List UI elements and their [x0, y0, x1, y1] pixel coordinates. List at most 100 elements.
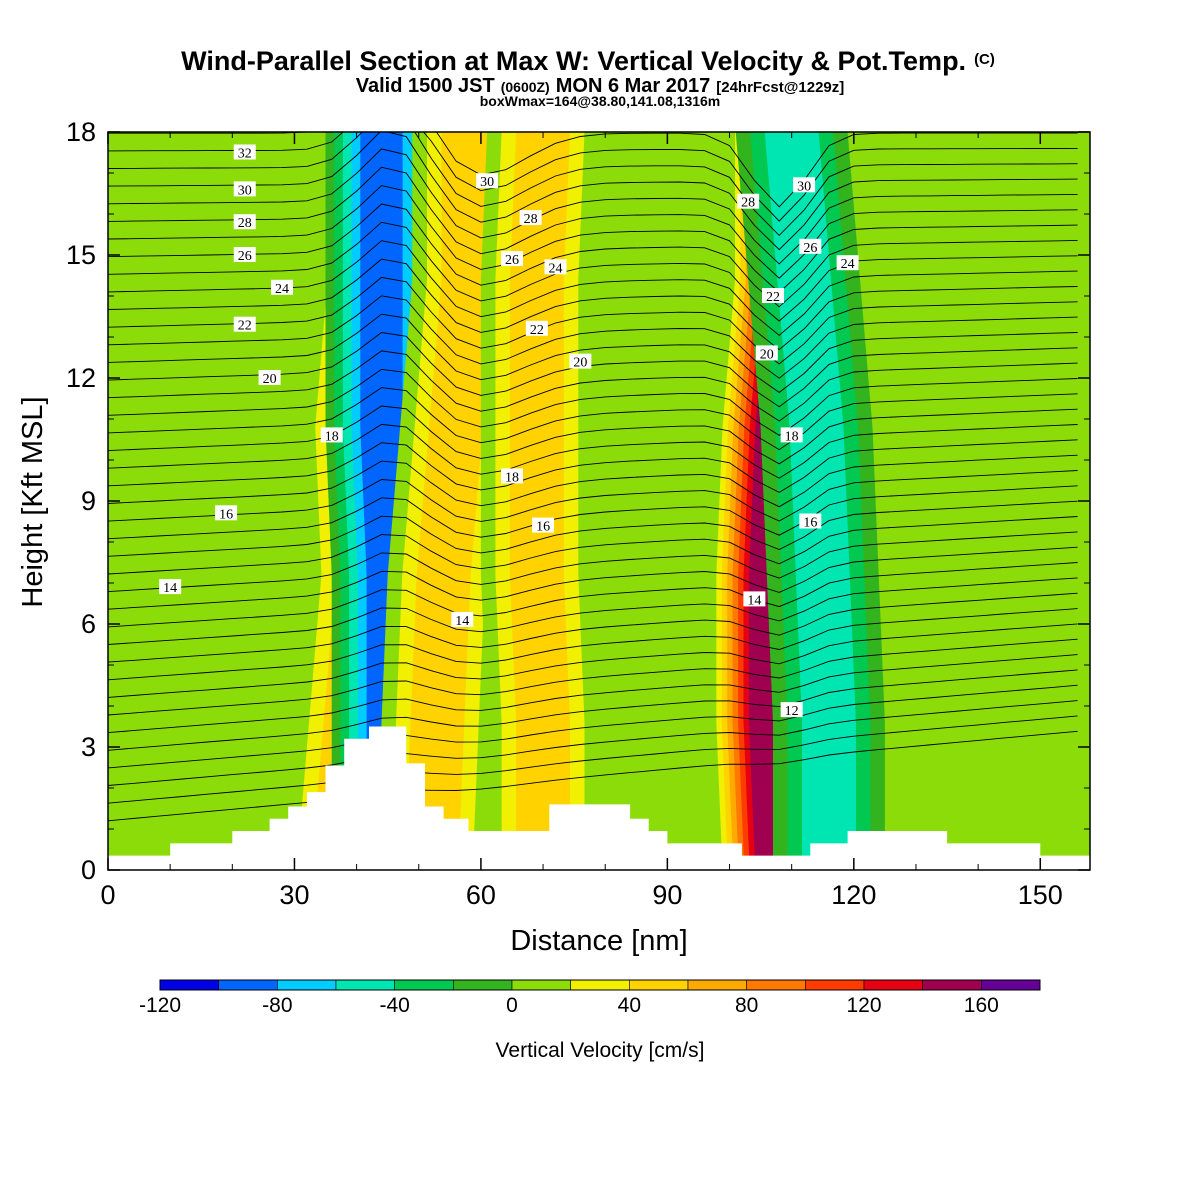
contour-label-14: 14 [451, 611, 474, 629]
contour-label-text: 18 [325, 429, 339, 444]
contour-label-text: 16 [219, 507, 233, 522]
theta-contour-line [108, 132, 1078, 222]
w-band-6-level-60 [509, 132, 570, 870]
contour-label-22: 22 [233, 316, 256, 334]
contour-label-18: 18 [320, 427, 343, 444]
theta-contour-line [108, 531, 1078, 593]
theta-contour-line [108, 715, 1078, 804]
x-axis: 0 30 60 90 120 150 [100, 132, 1063, 910]
theta-contour-line [108, 350, 1078, 422]
contour-label-text: 22 [766, 290, 780, 305]
y-axis-label: Height [Kft MSL] [17, 396, 49, 607]
contour-label-30: 30 [793, 177, 816, 194]
subtitle-date: MON 6 Mar 2017 [556, 75, 711, 97]
colorbar-swatch [218, 979, 278, 991]
theta-contour-line [108, 132, 1078, 251]
theta-contour-line [108, 577, 1078, 645]
colorbar-swatch [805, 979, 865, 991]
colorbar-tick-label: -40 [379, 994, 409, 1017]
contour-label-30: 30 [233, 181, 256, 198]
y-tick-label: 3 [81, 732, 96, 762]
contour-label-20: 20 [755, 345, 778, 362]
theta-contour-line [108, 185, 1078, 294]
theta-contour-labels: 32 30 28 26 24 22 20 18 16 14 30 28 26 24 22 20 18 16 14 28… [159, 144, 859, 719]
contour-label-text: 18 [785, 429, 799, 444]
y-axis: 0 3 6 9 12 15 18 [66, 117, 1090, 885]
colorbar-swatch [453, 979, 513, 991]
theta-contour-line [108, 203, 1078, 308]
colorbar-tick-label: 0 [506, 994, 518, 1017]
w-band-5-level-60 [404, 132, 496, 870]
colorbar-swatch [746, 979, 806, 991]
w-bands [207, 132, 885, 870]
contour-label-text: 30 [480, 175, 494, 190]
contour-label-16: 16 [532, 517, 555, 535]
chart-subtitle: Valid 1500 JST (0600Z) MON 6 Mar 2017 [24hr… [356, 75, 845, 97]
colorbar-swatch [922, 979, 982, 991]
subtitle-valid: Valid 1500 JST [356, 75, 495, 97]
contour-label-26: 26 [233, 247, 256, 264]
contour-label-text: 18 [505, 470, 519, 485]
theta-contour-line [108, 700, 1078, 786]
contour-label-text: 24 [275, 282, 289, 297]
colorbar-swatch [277, 979, 337, 991]
contour-label-14: 14 [159, 579, 182, 596]
theta-contour-line [108, 313, 1078, 393]
x-tick-label: 150 [1018, 880, 1063, 910]
contour-label-18: 18 [780, 427, 803, 444]
contour-label-text: 26 [803, 241, 817, 256]
theta-contour-line [108, 516, 1078, 575]
contour-label-text: 22 [238, 319, 252, 334]
contour-label-text: 30 [797, 179, 811, 194]
theta-contour-line [108, 148, 1078, 265]
theta-contour-line [108, 485, 1078, 540]
theta-contour-line [108, 387, 1078, 451]
contour-label-text: 28 [524, 212, 538, 227]
contour-label-22: 22 [525, 320, 548, 338]
contour-label-16: 16 [799, 513, 822, 531]
theta-contour-line [108, 454, 1078, 508]
contour-label-30: 30 [476, 173, 499, 190]
x-tick-label: 0 [100, 880, 115, 910]
chart-title: Wind-Parallel Section at Max W: Vertical… [181, 46, 995, 76]
terrain [108, 726, 1090, 870]
colorbar-tick-label: 80 [735, 994, 758, 1017]
contour-label-20: 20 [258, 370, 281, 387]
theta-contour-line [108, 132, 1078, 237]
contour-label-28: 28 [233, 214, 256, 231]
contour-label-text: 16 [536, 520, 550, 535]
theta-contour-line [108, 439, 1078, 493]
colorbar-swatch [335, 979, 395, 991]
colorbar-tick-label: 120 [846, 994, 881, 1017]
colorbar-swatch [570, 979, 630, 991]
colorbar-tick-label: 160 [964, 994, 999, 1017]
theta-contour-line [108, 684, 1078, 769]
theta-contour-line [108, 669, 1078, 751]
contour-label-32: 32 [233, 144, 256, 162]
contour-label-14: 14 [743, 591, 766, 608]
theta-contour-line [108, 258, 1078, 351]
contour-label-26: 26 [799, 238, 822, 256]
colorbar-tick-label: -120 [139, 994, 181, 1017]
theta-contour-line [108, 368, 1078, 436]
contour-label-12: 12 [780, 702, 803, 719]
colorbar-swatch [511, 979, 571, 991]
contour-label-text: 26 [238, 249, 252, 264]
x-tick-label: 120 [831, 880, 876, 910]
contour-label-text: 32 [238, 147, 252, 162]
contour-label-28: 28 [737, 193, 760, 211]
contour-label-text: 14 [163, 581, 177, 596]
contour-label-text: 22 [530, 323, 544, 338]
theta-contour-line [108, 276, 1078, 365]
theta-contour-line [108, 638, 1078, 716]
contour-label-text: 16 [803, 516, 817, 531]
y-tick-label: 6 [81, 609, 96, 639]
theta-contour-line [108, 608, 1078, 681]
contour-label-16: 16 [215, 505, 238, 522]
theta-contours [108, 132, 1078, 822]
y-tick-label: 0 [81, 855, 96, 885]
contour-label-20: 20 [569, 353, 592, 371]
contour-label-text: 20 [760, 347, 774, 362]
contour-label-text: 12 [785, 704, 799, 719]
